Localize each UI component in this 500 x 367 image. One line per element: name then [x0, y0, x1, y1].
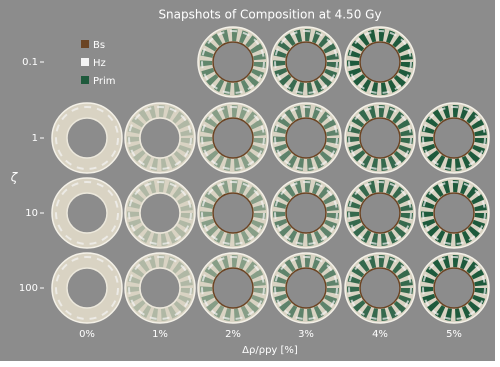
snapshot-prim — [347, 105, 413, 171]
x-tick-label: 1% — [152, 329, 168, 340]
snapshot-hz — [274, 106, 338, 170]
snapshot-core — [212, 267, 254, 309]
legend-label: Hz — [93, 58, 106, 69]
snapshot-core — [212, 41, 254, 83]
snapshot-prim — [127, 105, 193, 171]
snapshot-hz — [274, 30, 338, 94]
snapshot-core — [285, 192, 327, 234]
x-tick-label: 5% — [446, 329, 462, 340]
legend-label: Prim — [93, 76, 116, 87]
snapshot-core — [139, 192, 181, 234]
snapshot-prim — [200, 255, 266, 321]
snapshot-hz — [128, 256, 192, 320]
legend-swatch — [81, 40, 89, 48]
snapshot-prim — [347, 180, 413, 246]
snapshot-core — [359, 41, 401, 83]
y-tick-label: 1 — [32, 133, 38, 144]
snapshot-core — [66, 192, 108, 234]
snapshot-prim — [347, 29, 413, 95]
snapshot-core — [66, 267, 108, 309]
snapshot-core — [285, 267, 327, 309]
snapshot-core — [212, 117, 254, 159]
snapshot-hz — [422, 181, 486, 245]
snapshot-prim — [273, 29, 339, 95]
snapshot-core — [139, 267, 181, 309]
x-tick-label: 2% — [225, 329, 241, 340]
legend-label: Bs — [93, 40, 105, 51]
y-tick-label: 10 — [25, 208, 38, 219]
snapshot-core — [139, 117, 181, 159]
y-axis-label: ζ — [10, 171, 19, 185]
snapshot-prim — [200, 29, 266, 95]
snapshot-hz — [348, 106, 412, 170]
x-tick-label: 4% — [372, 329, 388, 340]
snapshot-core — [359, 192, 401, 234]
legend-swatch — [81, 76, 89, 84]
snapshot-hz — [422, 106, 486, 170]
snapshot-hz — [201, 181, 265, 245]
snapshot-core — [433, 117, 475, 159]
snapshot-prim — [273, 255, 339, 321]
snapshot-hz — [55, 106, 119, 170]
snapshot-prim — [421, 105, 487, 171]
snapshot-hz — [422, 256, 486, 320]
title: Snapshots of Composition at 4.50 Gy — [158, 8, 381, 22]
snapshot-prim — [127, 255, 193, 321]
snapshot-hz — [348, 256, 412, 320]
snapshot-hz — [348, 30, 412, 94]
snapshot-core — [433, 192, 475, 234]
snapshot-core — [433, 267, 475, 309]
snapshot-hz — [201, 106, 265, 170]
snapshot-core — [359, 117, 401, 159]
snapshot-prim — [127, 180, 193, 246]
snapshot-core — [212, 192, 254, 234]
x-tick-label: 0% — [79, 329, 95, 340]
y-tick-label: 100 — [19, 283, 38, 294]
snapshot-hz — [128, 181, 192, 245]
snapshot-prim — [200, 105, 266, 171]
snapshot-hz — [274, 256, 338, 320]
snapshot-prim — [347, 255, 413, 321]
snapshot-hz — [128, 106, 192, 170]
snapshot-prim — [421, 255, 487, 321]
snapshot-prim — [273, 180, 339, 246]
snapshot-hz — [55, 256, 119, 320]
snapshot-prim — [421, 180, 487, 246]
snapshot-hz — [274, 181, 338, 245]
snapshot-hz — [55, 181, 119, 245]
legend-swatch — [81, 58, 89, 66]
snapshot-hz — [201, 256, 265, 320]
snapshot-core — [66, 117, 108, 159]
snapshot-hz — [348, 181, 412, 245]
snapshot-core — [285, 117, 327, 159]
snapshot-prim — [273, 105, 339, 171]
x-tick-label: 3% — [298, 329, 314, 340]
snapshot-hz — [201, 30, 265, 94]
x-axis-label: Δρ/ρpy [%] — [242, 345, 298, 356]
snapshot-core — [359, 267, 401, 309]
snapshot-prim — [200, 180, 266, 246]
y-tick-label: 0.1 — [22, 57, 38, 68]
snapshot-core — [285, 41, 327, 83]
